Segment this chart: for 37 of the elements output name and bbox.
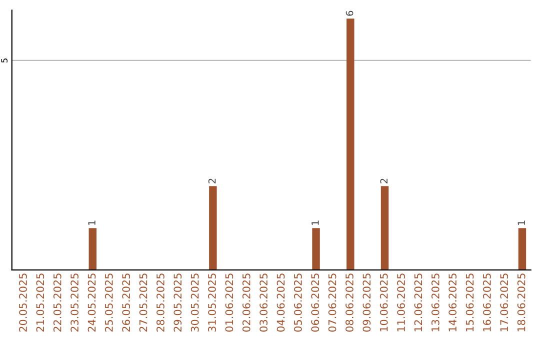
- y-tick-label: 5: [1, 58, 8, 62]
- data-label: 2: [208, 178, 216, 184]
- x-tick-label: 04.06.2025: [276, 274, 285, 332]
- x-tick-label: 24.05.2025: [88, 274, 96, 332]
- x-tick-label: 13.06.2025: [431, 274, 440, 332]
- x-tick-label: 09.06.2025: [362, 274, 371, 332]
- data-label: 2: [380, 178, 388, 184]
- x-tick-label: 12.06.2025: [414, 274, 422, 332]
- x-tick-label: 10.06.2025: [380, 274, 388, 332]
- x-tick-label: 02.06.2025: [242, 274, 250, 332]
- x-tick-label: 25.05.2025: [104, 274, 113, 332]
- x-tick-label: 20.05.2025: [19, 274, 27, 332]
- x-tick-label: 18.06.2025: [517, 274, 526, 332]
- x-tick-label: 23.05.2025: [70, 274, 78, 332]
- x-tick-label: 22.05.2025: [53, 274, 62, 332]
- x-tick-label: 14.06.2025: [448, 274, 457, 332]
- x-tick-label: 28.05.2025: [156, 274, 164, 332]
- x-tick-label: 05.06.2025: [294, 274, 302, 332]
- x-tick-label: 21.05.2025: [36, 274, 44, 332]
- x-tick-label: 03.06.2025: [260, 274, 268, 332]
- x-tick-label: 06.06.2025: [311, 274, 320, 332]
- x-tick-label: 26.05.2025: [122, 274, 130, 332]
- x-tick-label: 17.06.2025: [500, 274, 508, 332]
- x-tick-label: 16.06.2025: [483, 274, 491, 332]
- x-tick-label: 08.06.2025: [346, 274, 354, 332]
- x-tick-label: 29.05.2025: [174, 274, 182, 332]
- data-label: 1: [312, 220, 319, 225]
- x-tick-label: 31.05.2025: [208, 274, 216, 332]
- x-tick-label: 07.06.2025: [328, 274, 336, 332]
- x-tick-label: 01.06.2025: [225, 274, 234, 332]
- x-tick-label: 30.05.2025: [190, 274, 199, 332]
- x-tick-label: 11.06.2025: [397, 274, 405, 332]
- data-label: 1: [518, 220, 525, 225]
- x-tick-label: 15.06.2025: [466, 274, 474, 332]
- data-label: 6: [346, 10, 354, 16]
- data-label: 1: [88, 220, 96, 225]
- x-tick-label: 27.05.2025: [139, 274, 148, 332]
